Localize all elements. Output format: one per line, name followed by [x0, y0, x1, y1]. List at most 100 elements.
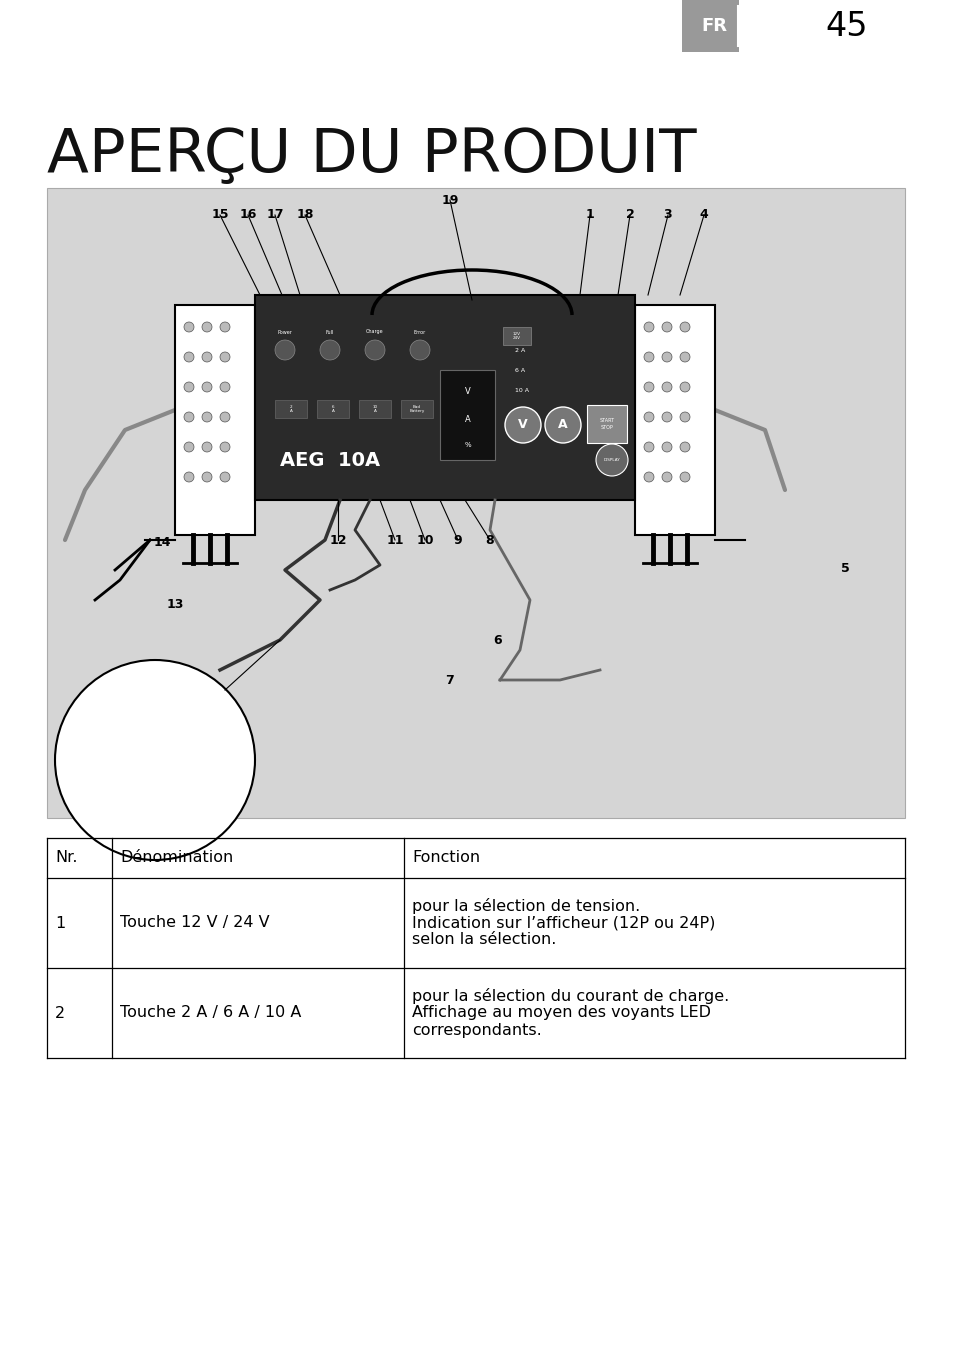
Text: 2 A: 2 A	[515, 347, 525, 352]
Circle shape	[184, 321, 193, 332]
Bar	[47, 188, 904, 818]
Circle shape	[220, 352, 230, 362]
Circle shape	[220, 472, 230, 482]
Bar	[316, 399, 349, 418]
Text: Dénomination: Dénomination	[120, 850, 233, 865]
Circle shape	[643, 443, 654, 452]
Circle shape	[184, 382, 193, 391]
Circle shape	[184, 352, 193, 362]
Circle shape	[274, 340, 294, 360]
Text: V: V	[464, 387, 470, 397]
Circle shape	[643, 321, 654, 332]
Bar	[635, 305, 714, 535]
Circle shape	[679, 412, 689, 422]
Circle shape	[504, 408, 540, 443]
Bar	[274, 399, 307, 418]
Text: A: A	[558, 418, 567, 432]
Text: pour la sélection de tension.: pour la sélection de tension.	[412, 898, 639, 915]
Circle shape	[661, 472, 671, 482]
Text: selon la sélection.: selon la sélection.	[412, 932, 556, 947]
Bar	[439, 370, 495, 460]
Bar	[174, 305, 254, 535]
Text: Touche 12 V / 24 V: Touche 12 V / 24 V	[120, 916, 270, 931]
Text: 11: 11	[386, 534, 403, 546]
Circle shape	[596, 444, 627, 476]
Text: Charge: Charge	[366, 330, 383, 335]
Bar	[586, 405, 626, 443]
Text: Nr.: Nr.	[55, 850, 77, 865]
Circle shape	[220, 321, 230, 332]
Circle shape	[661, 352, 671, 362]
Text: Full: Full	[326, 330, 334, 335]
Text: pour la sélection du courant de charge.: pour la sélection du courant de charge.	[412, 989, 728, 1003]
Bar	[400, 399, 433, 418]
Text: Bad
Battery: Bad Battery	[409, 405, 424, 413]
Text: 17: 17	[266, 208, 283, 222]
Text: 9: 9	[454, 534, 462, 546]
Text: Indication sur l’afficheur (12P ou 24P): Indication sur l’afficheur (12P ou 24P)	[412, 916, 715, 931]
Text: 2
A: 2 A	[290, 405, 293, 413]
Text: 12V
24V: 12V 24V	[513, 332, 520, 340]
Circle shape	[410, 340, 430, 360]
Bar	[254, 295, 635, 500]
Circle shape	[220, 382, 230, 391]
Text: Error: Error	[414, 330, 426, 335]
Text: 2: 2	[625, 208, 634, 222]
Bar	[681, 0, 953, 52]
Text: 14: 14	[153, 535, 171, 549]
Circle shape	[679, 472, 689, 482]
Text: 1: 1	[585, 208, 594, 222]
Text: 10: 10	[416, 534, 434, 546]
Circle shape	[544, 408, 580, 443]
Circle shape	[661, 321, 671, 332]
Text: AEG  10A: AEG 10A	[280, 451, 379, 469]
Text: 5: 5	[840, 561, 848, 574]
Circle shape	[643, 472, 654, 482]
Text: 13: 13	[166, 599, 184, 612]
Circle shape	[679, 443, 689, 452]
Text: 6 A: 6 A	[515, 367, 524, 373]
Bar	[358, 399, 391, 418]
Text: DISPLAY: DISPLAY	[603, 459, 619, 461]
Circle shape	[202, 352, 212, 362]
Circle shape	[184, 472, 193, 482]
Circle shape	[643, 382, 654, 391]
Text: 12: 12	[329, 534, 346, 546]
Circle shape	[679, 352, 689, 362]
Circle shape	[55, 660, 254, 859]
Text: A: A	[464, 416, 470, 425]
Circle shape	[184, 412, 193, 422]
Circle shape	[661, 382, 671, 391]
Circle shape	[220, 412, 230, 422]
Circle shape	[202, 443, 212, 452]
Circle shape	[202, 472, 212, 482]
Text: Touche 2 A / 6 A / 10 A: Touche 2 A / 6 A / 10 A	[120, 1006, 301, 1021]
Circle shape	[319, 340, 339, 360]
Text: 10
A: 10 A	[372, 405, 377, 413]
Circle shape	[679, 382, 689, 391]
Text: 16: 16	[239, 208, 256, 222]
Text: FR: FR	[700, 17, 726, 35]
Text: Affichage au moyen des voyants LED: Affichage au moyen des voyants LED	[412, 1006, 710, 1021]
Text: 2: 2	[55, 1006, 65, 1021]
Text: START
STOP: START STOP	[598, 418, 614, 430]
Circle shape	[365, 340, 385, 360]
Bar	[739, 0, 953, 52]
Text: 7: 7	[445, 674, 454, 686]
Text: 1: 1	[55, 916, 65, 931]
Text: APERÇU DU PRODUIT: APERÇU DU PRODUIT	[47, 125, 696, 184]
Text: 8: 8	[485, 534, 494, 546]
Bar	[502, 327, 531, 346]
Text: 6: 6	[493, 633, 502, 647]
Text: 10 A: 10 A	[515, 387, 529, 393]
Circle shape	[679, 321, 689, 332]
Text: correspondants.: correspondants.	[412, 1022, 541, 1037]
Circle shape	[661, 443, 671, 452]
Circle shape	[661, 412, 671, 422]
Circle shape	[202, 382, 212, 391]
Circle shape	[643, 412, 654, 422]
Text: 45: 45	[824, 9, 867, 43]
Circle shape	[202, 321, 212, 332]
Circle shape	[184, 443, 193, 452]
Text: Fonction: Fonction	[412, 850, 479, 865]
